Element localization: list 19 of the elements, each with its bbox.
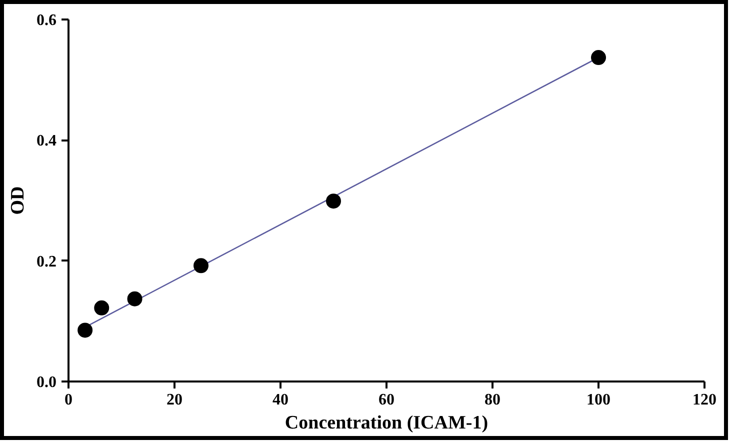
point	[127, 291, 142, 306]
x-tick-label: 80	[484, 392, 500, 408]
x-tick-label: 0	[64, 392, 72, 408]
y-tick-label: 0.6	[36, 12, 56, 29]
x-tick-label: 40	[272, 392, 288, 408]
point	[326, 194, 341, 209]
y-tick-label: 0.2	[36, 253, 56, 270]
point	[194, 258, 208, 274]
x-tick-label: 120	[692, 392, 716, 408]
y-tick-label: 0.4	[36, 132, 56, 150]
point	[94, 300, 110, 316]
point	[78, 322, 93, 338]
x-tick-label: 60	[378, 392, 394, 408]
x-axis-title: Concentration (ICAM-1)	[284, 412, 488, 434]
x-tick-label: 20	[166, 392, 182, 408]
y-axis-title: OD	[8, 186, 28, 215]
point	[591, 50, 606, 65]
x-tick-label: 100	[586, 392, 610, 408]
y-tick-label: 0.0	[36, 374, 56, 391]
